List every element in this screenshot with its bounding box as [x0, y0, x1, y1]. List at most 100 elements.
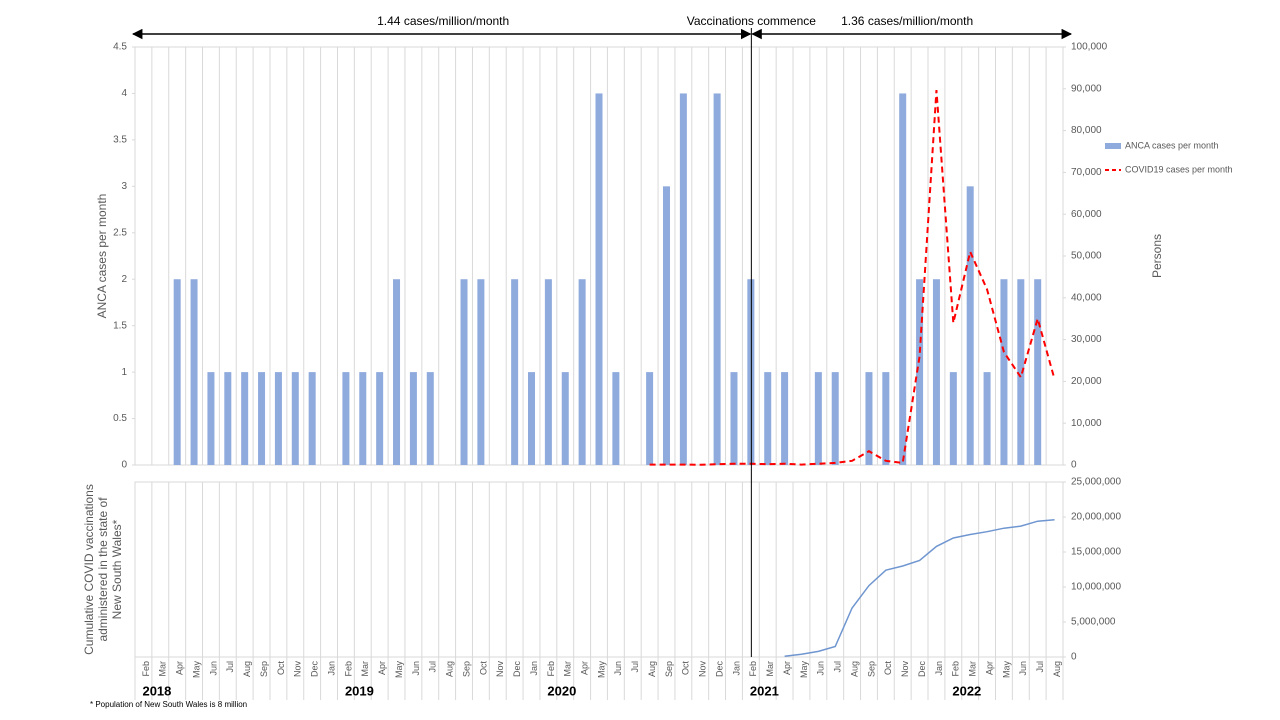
- x-tick-label: Mar: [765, 661, 775, 677]
- x-tick-label: Jun: [816, 661, 826, 676]
- x-tick-label: Apr: [782, 661, 792, 675]
- bar: [814, 372, 822, 465]
- x-tick-label: Apr: [580, 661, 590, 675]
- x-tick-label: Jan: [529, 661, 539, 676]
- x-tick-label: Jun: [1018, 661, 1028, 676]
- bar: [730, 372, 738, 465]
- bar: [241, 372, 249, 465]
- bar: [561, 372, 569, 465]
- y2-tick-label: 30,000: [1071, 334, 1102, 345]
- bar: [764, 372, 772, 465]
- x-tick-label: Jan: [934, 661, 944, 676]
- x-tick-label: Sep: [259, 661, 269, 677]
- bar: [1017, 279, 1025, 465]
- plot-border: [134, 481, 1064, 658]
- x-tick-label: Jun: [208, 661, 218, 676]
- x-tick-label: Aug: [445, 661, 455, 677]
- y2-tick-label: 50,000: [1071, 251, 1102, 262]
- y-tick-label: 3: [121, 181, 127, 192]
- bar: [781, 372, 789, 465]
- bar: [679, 93, 687, 465]
- bar: [949, 372, 957, 465]
- x-tick-label: Oct: [478, 661, 488, 676]
- bar: [528, 372, 536, 465]
- y2-tick-label: 100,000: [1071, 42, 1108, 53]
- y2-tick-label: 0: [1071, 460, 1077, 471]
- y-tick-label: 1.5: [113, 320, 127, 331]
- x-tick-label: Apr: [377, 661, 387, 675]
- line-series: [649, 89, 1056, 466]
- y-axis-label: administered in the state of: [96, 497, 110, 642]
- bar: [595, 93, 603, 465]
- x-tick-label: Aug: [849, 661, 859, 677]
- bar: [460, 279, 468, 465]
- y-tick-label: 0: [121, 460, 127, 471]
- y2-tick-label: 40,000: [1071, 292, 1102, 303]
- bar: [359, 372, 367, 465]
- bar: [932, 279, 940, 465]
- x-tick-label: Apr: [175, 661, 185, 675]
- y-axis-label: New South Wales*: [110, 519, 124, 619]
- bar: [393, 279, 401, 465]
- bar: [966, 186, 974, 466]
- y2-tick-label: 20,000: [1071, 376, 1102, 387]
- x-tick-label: Jun: [411, 661, 421, 676]
- x-tick-label: May: [394, 661, 404, 679]
- x-tick-label: Sep: [866, 661, 876, 677]
- x-tick-label: Mar: [158, 661, 168, 677]
- bar: [865, 372, 873, 465]
- x-tick-label: Aug: [242, 661, 252, 677]
- bar: [899, 93, 907, 465]
- x-tick-label: May: [191, 661, 201, 679]
- y-axis-label: ANCA cases per month: [95, 194, 109, 319]
- x-tick-label: Jul: [630, 661, 640, 673]
- y2-tick-label: 20,000,000: [1071, 512, 1121, 523]
- bar: [831, 372, 839, 465]
- y-tick-label: 0.5: [113, 413, 127, 424]
- x-tick-label: Dec: [714, 661, 724, 678]
- x-tick-label: May: [799, 661, 809, 679]
- bar: [477, 279, 485, 465]
- x-tick-label: May: [1001, 661, 1011, 679]
- bar: [173, 279, 181, 465]
- bar: [662, 186, 670, 466]
- bar: [1034, 279, 1042, 465]
- x-tick-label: Jul: [1035, 661, 1045, 673]
- x-tick-label: Mar: [968, 661, 978, 677]
- y-tick-label: 4: [121, 88, 127, 99]
- y2-tick-label: 90,000: [1071, 83, 1102, 94]
- x-tick-label: Jan: [731, 661, 741, 676]
- x-tick-label: Nov: [293, 661, 303, 678]
- bar: [274, 372, 282, 465]
- year-label: 2021: [750, 683, 779, 698]
- y-axis-label: Cumulative COVID vaccinations: [82, 484, 96, 655]
- x-tick-label: Jul: [225, 661, 235, 673]
- x-tick-label: Nov: [698, 661, 708, 678]
- x-tick-label: Feb: [343, 661, 353, 677]
- footnote: * Population of New South Wales is 8 mil…: [90, 700, 247, 709]
- annotation: 1.36 cases/million/month: [841, 14, 973, 28]
- legend-label: COVID19 cases per month: [1125, 164, 1233, 174]
- x-tick-label: Mar: [563, 661, 573, 677]
- y2-tick-label: 10,000: [1071, 418, 1102, 429]
- bar: [1000, 279, 1008, 465]
- x-tick-label: Dec: [310, 661, 320, 678]
- bar: [376, 372, 384, 465]
- x-tick-label: Jun: [613, 661, 623, 676]
- x-tick-label: Dec: [917, 661, 927, 678]
- x-tick-label: Feb: [951, 661, 961, 677]
- x-tick-label: Feb: [748, 661, 758, 677]
- y2-tick-label: 10,000,000: [1071, 582, 1121, 593]
- year-label: 2020: [547, 683, 576, 698]
- bar: [544, 279, 552, 465]
- x-tick-label: Oct: [883, 661, 893, 676]
- x-tick-label: Oct: [276, 661, 286, 676]
- x-tick-label: Feb: [546, 661, 556, 677]
- bar: [224, 372, 232, 465]
- y2-tick-label: 70,000: [1071, 167, 1102, 178]
- bar: [713, 93, 721, 465]
- x-tick-label: Aug: [1052, 661, 1062, 677]
- line-series: [784, 519, 1055, 658]
- x-tick-label: Aug: [647, 661, 657, 677]
